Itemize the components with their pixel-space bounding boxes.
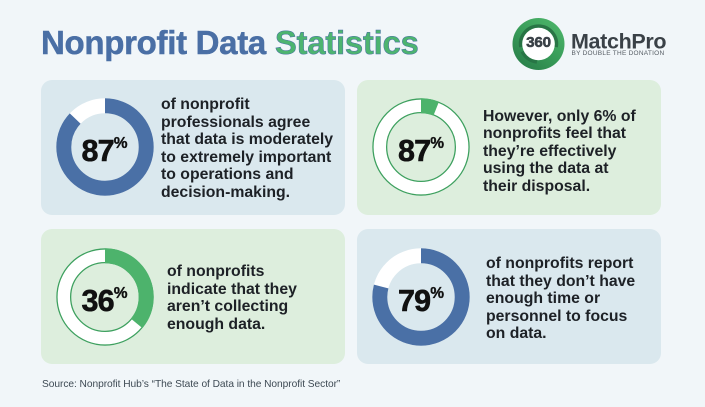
svg-text:BY DOUBLE THE DONATION: BY DOUBLE THE DONATION [572,50,665,57]
svg-text:MatchPro: MatchPro [571,30,666,54]
svg-text:360: 360 [526,34,551,51]
